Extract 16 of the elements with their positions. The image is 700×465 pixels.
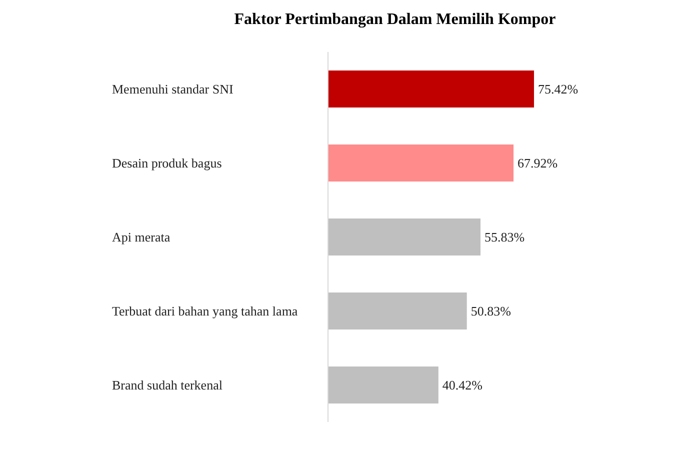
- data-label: 75.42%: [538, 82, 578, 97]
- bar: [328, 70, 534, 108]
- data-label: 40.42%: [442, 378, 483, 393]
- data-label: 55.83%: [484, 230, 525, 245]
- chart-title: Faktor Pertimbangan Dalam Memilih Kompor: [234, 11, 556, 28]
- data-label: 50.83%: [470, 304, 512, 319]
- bar: [328, 218, 480, 256]
- data-label: 67.92%: [518, 156, 558, 171]
- bar: [328, 366, 438, 404]
- bar: [328, 292, 467, 330]
- y-tick-label: Terbuat dari bahan yang tahan lama: [112, 304, 298, 319]
- y-tick-label: Brand sudah terkenal: [112, 378, 223, 393]
- y-tick-label: Desain produk bagus: [112, 156, 222, 171]
- bar: [328, 144, 514, 182]
- y-tick-label: Api merata: [112, 230, 170, 245]
- y-tick-label: Memenuhi standar SNI: [112, 82, 234, 97]
